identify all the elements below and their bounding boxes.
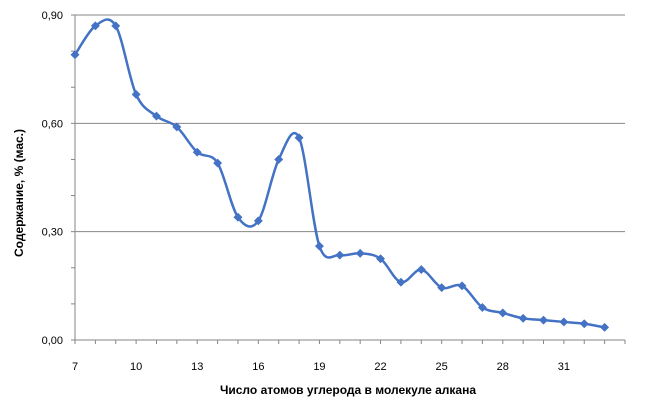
- data-point-marker: [518, 313, 528, 323]
- data-point-marker: [538, 315, 549, 325]
- y-tick-label: 0,00: [42, 335, 63, 347]
- data-point-marker: [151, 111, 162, 121]
- y-tick-label: 0,90: [42, 10, 63, 22]
- series-line: [73, 18, 605, 329]
- data-point-marker: [437, 283, 447, 293]
- data-point-marker: [600, 322, 610, 332]
- data-point-marker: [274, 154, 284, 164]
- data-point-marker: [70, 50, 80, 60]
- data-point-marker: [477, 302, 487, 313]
- data-point-marker: [498, 308, 508, 318]
- x-tick-label: 13: [191, 361, 203, 373]
- data-point-marker: [355, 248, 365, 258]
- data-point-marker: [213, 158, 223, 168]
- data-point-marker: [131, 89, 141, 99]
- data-point-marker: [111, 21, 121, 31]
- y-tick-label: 0,60: [42, 118, 63, 130]
- data-point-marker: [376, 254, 386, 264]
- y-axis-title: Содержание, % (мас.): [12, 129, 26, 257]
- data-point-marker: [559, 317, 569, 327]
- x-tick-label: 7: [72, 361, 78, 373]
- data-point-marker: [314, 241, 324, 251]
- data-point-marker: [172, 122, 182, 132]
- data-point-marker: [294, 133, 304, 143]
- x-tick-label: 31: [558, 361, 570, 373]
- x-tick-label: 19: [313, 361, 325, 373]
- x-tick-label: 16: [252, 361, 264, 373]
- data-point-marker: [579, 319, 589, 329]
- gridlines: [75, 14, 625, 233]
- data-point-marker: [396, 277, 406, 287]
- x-tick-label: 10: [130, 361, 142, 373]
- axes: [71, 14, 626, 344]
- x-tick-label: 22: [374, 361, 386, 373]
- series: [70, 18, 610, 332]
- x-tick-label: 25: [436, 361, 448, 373]
- data-point-marker: [416, 265, 426, 275]
- data-point-marker: [90, 21, 100, 31]
- data-point-marker: [233, 212, 243, 222]
- data-point-marker: [457, 281, 467, 291]
- x-tick-label: 28: [497, 361, 509, 373]
- data-point-marker: [253, 216, 263, 226]
- data-point-marker: [335, 250, 345, 260]
- data-point-marker: [192, 147, 202, 157]
- x-axis-title: Число атомов углерода в молекуле алкана: [220, 383, 476, 397]
- y-tick-label: 0,30: [42, 227, 63, 239]
- tick-labels: 0,00 0,30 0,60 0,90 7 10 13 16 19 22 25 28 31: [42, 10, 570, 373]
